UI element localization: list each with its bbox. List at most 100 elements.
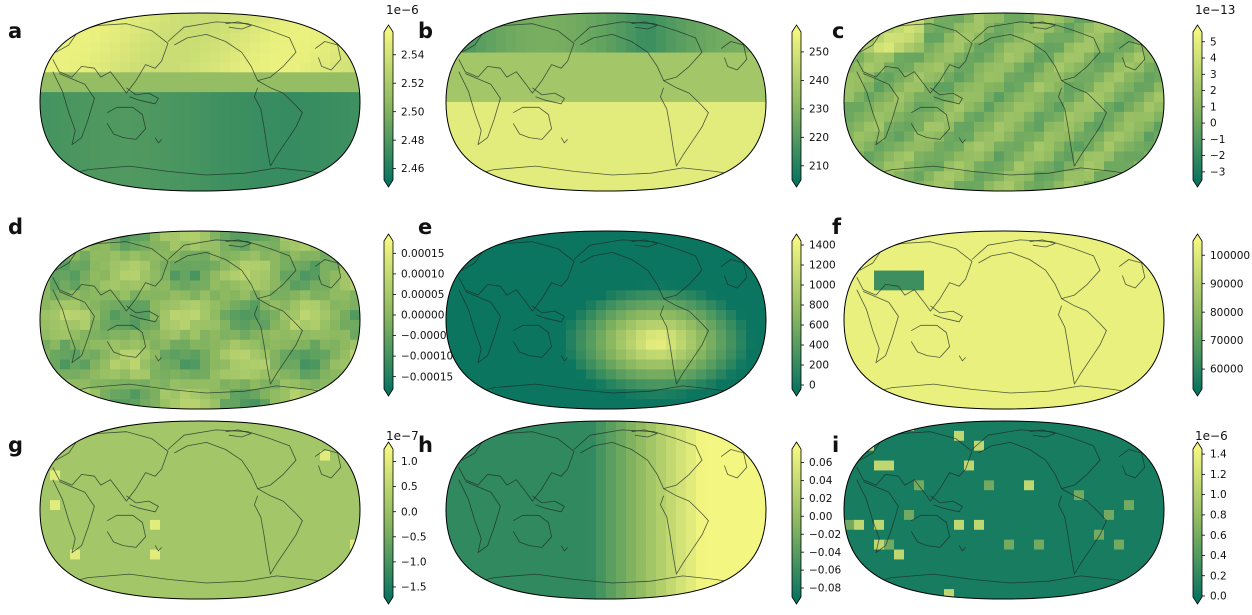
map-cell xyxy=(1014,92,1025,103)
map-cell xyxy=(844,280,855,291)
map-cell xyxy=(250,549,261,561)
map-cell xyxy=(190,421,201,432)
map-cell xyxy=(576,102,587,113)
map-cell xyxy=(974,300,985,311)
map-cell xyxy=(1084,329,1095,341)
map-cell xyxy=(676,539,687,551)
map-cell xyxy=(200,102,211,113)
map-cell xyxy=(1134,92,1145,103)
map-cell xyxy=(516,32,527,44)
map-cell xyxy=(944,369,955,380)
map-cell xyxy=(50,440,61,452)
map-cell xyxy=(50,22,61,34)
map-cell xyxy=(854,421,865,432)
map-cell xyxy=(290,161,301,172)
map-cell xyxy=(446,559,457,570)
map-cell xyxy=(330,72,341,83)
map-cell xyxy=(1074,250,1085,262)
map-cell xyxy=(874,92,885,103)
map-cell xyxy=(596,369,607,380)
map-cell xyxy=(476,310,487,321)
map-cell xyxy=(756,231,766,242)
map-cell xyxy=(944,329,955,341)
map-cell xyxy=(606,22,617,34)
map-cell xyxy=(576,92,587,103)
map-cell xyxy=(320,240,331,252)
map-cell xyxy=(40,310,51,321)
map-cell xyxy=(300,131,311,143)
colorbar-h: −0.08−0.06−0.04−0.020.000.020.040.06 xyxy=(791,441,841,605)
map-cell xyxy=(90,539,101,551)
map-cell xyxy=(526,389,537,400)
map-cell xyxy=(150,399,161,409)
map-cell xyxy=(1114,280,1125,291)
map-cell xyxy=(1144,399,1155,409)
map-cell xyxy=(190,359,201,371)
map-cell xyxy=(646,440,657,452)
map-cell xyxy=(1064,280,1075,291)
map-cell xyxy=(756,529,766,541)
map-cell xyxy=(874,349,885,361)
map-cell xyxy=(496,519,507,531)
map-cell xyxy=(140,102,151,113)
map-cell xyxy=(666,310,677,321)
map-cell xyxy=(516,349,527,361)
map-cell xyxy=(80,490,91,501)
map-cell xyxy=(210,270,221,282)
map-cell xyxy=(1094,359,1105,371)
map-cell xyxy=(310,440,321,452)
map-cell xyxy=(1054,430,1065,442)
map-cell xyxy=(60,579,71,590)
map-cell xyxy=(1004,320,1015,331)
map-cell xyxy=(496,52,507,64)
map-cell xyxy=(260,72,271,83)
map-cell xyxy=(170,62,181,73)
globe-outline xyxy=(843,12,1165,192)
map-cell xyxy=(130,280,141,291)
map-cell xyxy=(666,181,677,191)
map-cell xyxy=(1074,42,1085,54)
map-cell xyxy=(646,260,657,272)
map-cell xyxy=(240,111,251,123)
map-cell xyxy=(150,181,161,191)
map-cell xyxy=(340,22,351,34)
map-cell xyxy=(1074,440,1085,452)
map-cell xyxy=(726,359,737,371)
map-cell xyxy=(1104,131,1115,143)
map-cell xyxy=(50,310,61,321)
map-cell xyxy=(874,161,885,172)
map-cell xyxy=(1074,260,1085,272)
map-cell xyxy=(696,379,707,390)
map-cell xyxy=(1144,231,1155,242)
map-cell xyxy=(180,421,191,432)
map-cell xyxy=(300,92,311,103)
map-cell xyxy=(1144,290,1155,301)
map-cell xyxy=(576,260,587,272)
map-cell xyxy=(170,22,181,34)
map-cell xyxy=(110,131,121,143)
map-cell xyxy=(666,151,677,162)
map-cell xyxy=(476,349,487,361)
map-cell xyxy=(974,151,985,162)
map-cell xyxy=(100,359,111,371)
map-cell xyxy=(894,240,905,252)
map-cell xyxy=(696,490,707,501)
map-cell xyxy=(260,421,271,432)
map-cell xyxy=(1124,52,1135,64)
map-cell xyxy=(506,161,517,172)
map-cell xyxy=(606,111,617,123)
map-cell xyxy=(280,260,291,272)
map-cell xyxy=(536,141,547,153)
map-cell xyxy=(904,42,915,54)
map-cell xyxy=(70,569,81,580)
map-cell xyxy=(466,121,477,133)
map-cell xyxy=(884,369,895,380)
map-cell xyxy=(964,171,975,182)
map-cell xyxy=(170,82,181,93)
map-cell xyxy=(90,240,101,252)
map-cell xyxy=(1134,62,1145,73)
map-cell xyxy=(230,111,241,123)
map-cell xyxy=(894,72,905,83)
map-cell xyxy=(656,559,667,570)
